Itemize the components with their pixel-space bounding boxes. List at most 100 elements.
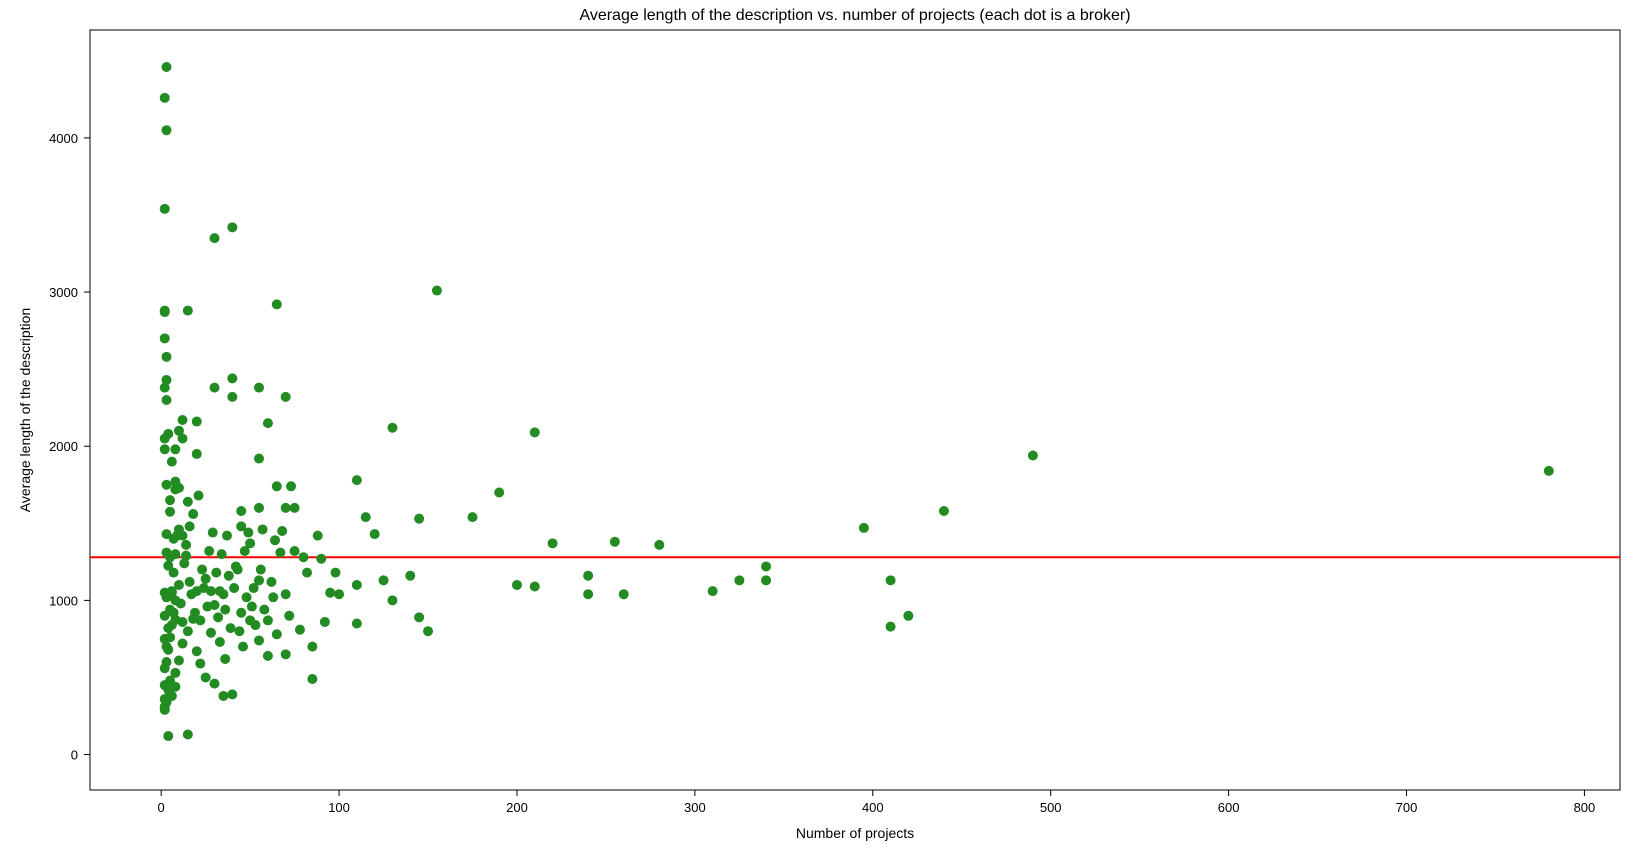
- scatter-point: [163, 561, 173, 571]
- scatter-point: [859, 523, 869, 533]
- scatter-point: [210, 383, 220, 393]
- scatter-point: [170, 484, 180, 494]
- scatter-point: [325, 588, 335, 598]
- scatter-point: [247, 602, 257, 612]
- scatter-point: [178, 415, 188, 425]
- scatter-point: [298, 552, 308, 562]
- scatter-point: [512, 580, 522, 590]
- scatter-point: [210, 679, 220, 689]
- scatter-point: [236, 608, 246, 618]
- scatter-point: [178, 639, 188, 649]
- scatter-point: [295, 625, 305, 635]
- scatter-point: [188, 509, 198, 519]
- scatter-point: [162, 352, 172, 362]
- scatter-point: [256, 565, 266, 575]
- scatter-point: [313, 531, 323, 541]
- scatter-point: [583, 571, 593, 581]
- scatter-point: [259, 605, 269, 615]
- scatter-point: [197, 565, 207, 575]
- y-tick-label: 0: [71, 748, 78, 763]
- scatter-point: [227, 222, 237, 232]
- scatter-point: [272, 629, 282, 639]
- scatter-point: [160, 93, 170, 103]
- scatter-point: [352, 580, 362, 590]
- scatter-point: [361, 512, 371, 522]
- scatter-point: [201, 574, 211, 584]
- scatter-point: [222, 531, 232, 541]
- scatter-point: [162, 480, 172, 490]
- scatter-point: [281, 503, 291, 513]
- x-tick-label: 700: [1396, 800, 1418, 815]
- scatter-point: [220, 605, 230, 615]
- scatter-point: [165, 632, 175, 642]
- scatter-point: [268, 592, 278, 602]
- scatter-point: [610, 537, 620, 547]
- scatter-point: [903, 611, 913, 621]
- scatter-point: [619, 589, 629, 599]
- scatter-point: [886, 622, 896, 632]
- scatter-point: [320, 617, 330, 627]
- scatter-point: [263, 418, 273, 428]
- scatter-point: [761, 561, 771, 571]
- scatter-point: [190, 608, 200, 618]
- scatter-point: [204, 546, 214, 556]
- scatter-point: [185, 521, 195, 531]
- scatter-point: [227, 689, 237, 699]
- scatter-point: [405, 571, 415, 581]
- scatter-point: [181, 540, 191, 550]
- y-tick-label: 4000: [49, 131, 78, 146]
- scatter-point: [284, 611, 294, 621]
- scatter-point: [432, 286, 442, 296]
- scatter-point: [160, 204, 170, 214]
- scatter-point: [226, 623, 236, 633]
- scatter-point: [290, 546, 300, 556]
- scatter-point: [242, 592, 252, 602]
- scatter-point: [243, 528, 253, 538]
- scatter-point: [227, 373, 237, 383]
- scatter-point: [210, 233, 220, 243]
- scatter-point: [181, 551, 191, 561]
- chart-title: Average length of the description vs. nu…: [579, 7, 1130, 24]
- scatter-point: [162, 548, 172, 558]
- scatter-point: [290, 503, 300, 513]
- y-tick-label: 1000: [49, 593, 78, 608]
- scatter-point: [227, 392, 237, 402]
- scatter-point: [183, 306, 193, 316]
- scatter-point: [183, 626, 193, 636]
- scatter-point: [163, 645, 173, 655]
- scatter-point: [240, 546, 250, 556]
- scatter-point: [215, 637, 225, 647]
- scatter-point: [160, 383, 170, 393]
- scatter-point: [215, 586, 225, 596]
- scatter-point: [160, 444, 170, 454]
- scatter-point: [162, 657, 172, 667]
- scatter-point: [272, 299, 282, 309]
- scatter-point: [277, 526, 287, 536]
- scatter-point: [192, 449, 202, 459]
- x-axis-label: Number of projects: [796, 825, 914, 841]
- scatter-point: [379, 575, 389, 585]
- scatter-point: [254, 503, 264, 513]
- scatter-point: [163, 731, 173, 741]
- x-tick-label: 800: [1574, 800, 1596, 815]
- scatter-point: [208, 528, 218, 538]
- scatter-point: [162, 395, 172, 405]
- scatter-point: [1028, 450, 1038, 460]
- scatter-point: [254, 454, 264, 464]
- scatter-point: [211, 568, 221, 578]
- scatter-point: [238, 642, 248, 652]
- scatter-point: [468, 512, 478, 522]
- x-tick-label: 400: [862, 800, 884, 815]
- scatter-point: [229, 583, 239, 593]
- scatter-point: [167, 588, 177, 598]
- scatter-point: [170, 668, 180, 678]
- scatter-point: [183, 730, 193, 740]
- scatter-point: [370, 529, 380, 539]
- scatter-point: [334, 589, 344, 599]
- x-tick-label: 300: [684, 800, 706, 815]
- scatter-point: [201, 672, 211, 682]
- scatter-point: [162, 62, 172, 72]
- scatter-point: [316, 554, 326, 564]
- scatter-point: [270, 535, 280, 545]
- scatter-point: [307, 642, 317, 652]
